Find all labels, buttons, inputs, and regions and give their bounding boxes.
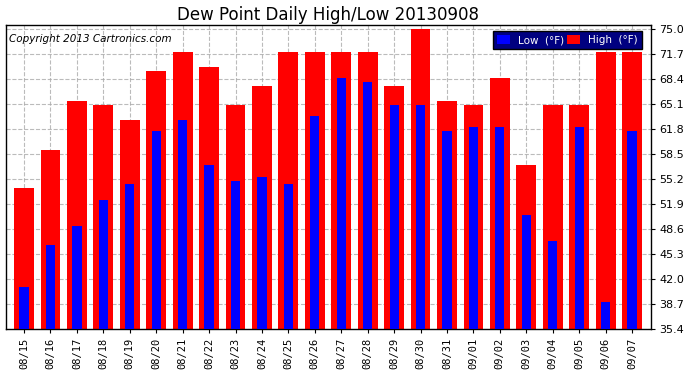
Bar xyxy=(516,165,536,329)
Bar xyxy=(284,184,293,329)
Bar xyxy=(257,177,266,329)
Bar xyxy=(495,128,504,329)
Bar xyxy=(390,105,399,329)
Bar xyxy=(416,105,425,329)
Bar xyxy=(331,52,351,329)
Bar xyxy=(548,241,558,329)
Bar xyxy=(601,302,610,329)
Bar xyxy=(622,52,642,329)
Bar xyxy=(125,184,135,329)
Bar xyxy=(152,131,161,329)
Bar xyxy=(543,105,562,329)
Bar xyxy=(19,287,29,329)
Bar xyxy=(41,150,61,329)
Bar xyxy=(178,120,187,329)
Bar xyxy=(72,226,81,329)
Bar xyxy=(437,101,457,329)
Bar xyxy=(358,52,377,329)
Bar xyxy=(120,120,139,329)
Bar xyxy=(146,70,166,329)
Bar xyxy=(67,101,87,329)
Bar xyxy=(93,105,113,329)
Bar xyxy=(252,86,272,329)
Bar xyxy=(464,105,484,329)
Bar xyxy=(575,128,584,329)
Title: Dew Point Daily High/Low 20130908: Dew Point Daily High/Low 20130908 xyxy=(177,6,479,24)
Bar xyxy=(490,78,510,329)
Bar xyxy=(627,131,637,329)
Bar xyxy=(305,52,325,329)
Bar xyxy=(99,200,108,329)
Bar xyxy=(337,78,346,329)
Bar xyxy=(14,188,34,329)
Bar xyxy=(226,105,246,329)
Bar xyxy=(46,245,55,329)
Bar xyxy=(411,29,431,329)
Bar xyxy=(522,214,531,329)
Bar xyxy=(279,52,298,329)
Bar xyxy=(384,86,404,329)
Bar xyxy=(204,165,214,329)
Bar xyxy=(595,52,615,329)
Bar xyxy=(363,82,373,329)
Legend: Low  (°F), High  (°F): Low (°F), High (°F) xyxy=(493,31,642,49)
Bar xyxy=(569,105,589,329)
Bar xyxy=(442,131,452,329)
Bar xyxy=(231,180,240,329)
Bar xyxy=(469,128,478,329)
Text: Copyright 2013 Cartronics.com: Copyright 2013 Cartronics.com xyxy=(9,34,171,44)
Bar xyxy=(172,52,193,329)
Bar xyxy=(199,67,219,329)
Bar xyxy=(310,116,319,329)
